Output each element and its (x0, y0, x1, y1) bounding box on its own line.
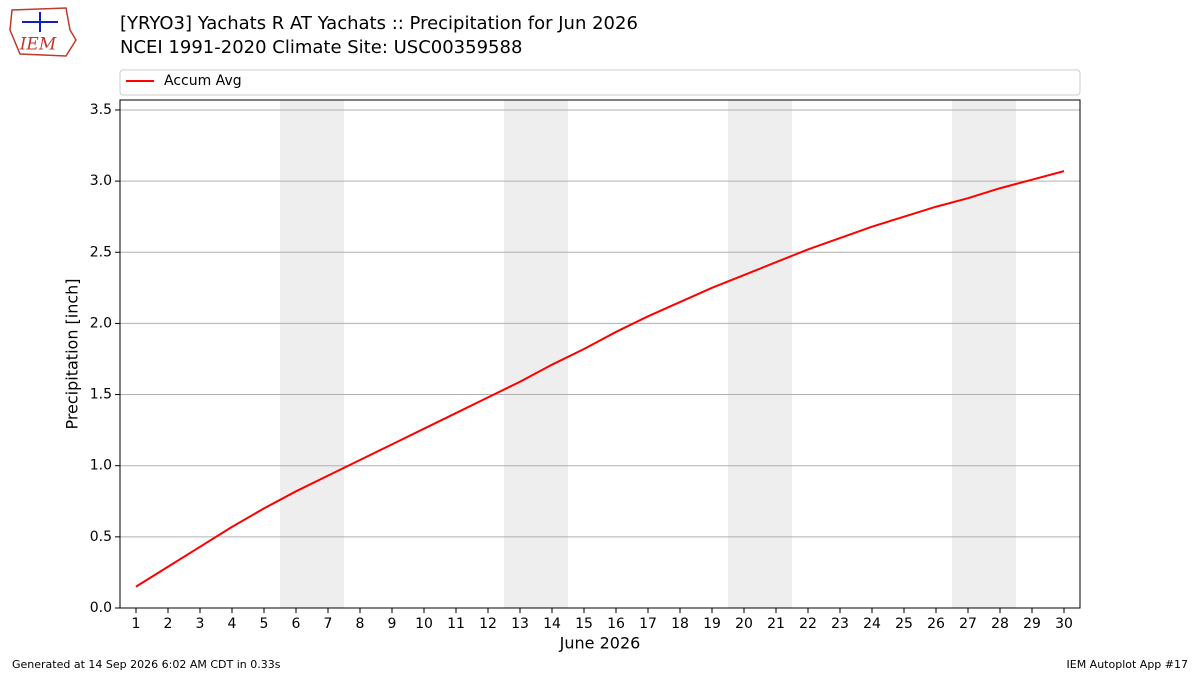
x-tick-label: 1 (132, 616, 141, 632)
x-tick-label: 7 (324, 616, 333, 632)
y-tick-label: 1.5 (90, 387, 112, 403)
x-tick-label: 10 (415, 616, 433, 632)
logo-text: IEM (19, 35, 57, 55)
y-tick-label: 0.5 (90, 529, 112, 545)
x-tick-label: 4 (228, 616, 237, 632)
logo: IEM (9, 7, 77, 57)
y-axis-label: Precipitation [inch] (63, 278, 82, 429)
x-axis-label: June 2026 (559, 634, 641, 653)
x-tick-label: 25 (895, 616, 913, 632)
x-tick-label: 13 (511, 616, 529, 632)
x-tick-label: 18 (671, 616, 689, 632)
series-line (135, 170, 1065, 588)
x-tick-label: 14 (543, 616, 561, 632)
x-tick-label: 6 (292, 616, 301, 632)
x-tick-label: 23 (831, 616, 849, 632)
x-tick-label: 29 (1023, 616, 1041, 632)
x-tick-label: 8 (356, 616, 365, 632)
y-tick-label: 3.5 (90, 102, 112, 118)
x-tick-label: 2 (164, 616, 173, 632)
footer-right: IEM Autoplot App #17 (1067, 658, 1189, 671)
x-tick-label: 22 (799, 616, 817, 632)
y-tick-label: 1.0 (90, 458, 112, 474)
x-tick-label: 21 (767, 616, 785, 632)
x-tick-label: 30 (1055, 616, 1073, 632)
legend-label: Accum Avg (164, 73, 242, 89)
x-tick-label: 24 (863, 616, 881, 632)
y-tick-label: 3.0 (90, 173, 112, 189)
x-tick-label: 12 (479, 616, 497, 632)
legend-box (119, 69, 1081, 96)
chart-subtitle: NCEI 1991-2020 Climate Site: USC00359588 (120, 37, 522, 58)
chart-title: [YRYO3] Yachats R AT Yachats :: Precipit… (120, 13, 638, 34)
weekend-shade (952, 100, 1016, 608)
x-tick-label: 11 (447, 616, 465, 632)
x-tick-label: 17 (639, 616, 657, 632)
x-tick-label: 19 (703, 616, 721, 632)
x-tick-label: 27 (959, 616, 977, 632)
weekend-shade (728, 100, 792, 608)
y-tick-label: 2.5 (90, 244, 112, 260)
weekend-shade (504, 100, 568, 608)
x-tick-label: 20 (735, 616, 753, 632)
x-tick-label: 16 (607, 616, 625, 632)
x-tick-label: 5 (260, 616, 269, 632)
x-tick-label: 3 (196, 616, 205, 632)
y-tick-label: 0.0 (90, 600, 112, 616)
plot-frame (119, 99, 1081, 609)
x-tick-label: 26 (927, 616, 945, 632)
footer-left: Generated at 14 Sep 2026 6:02 AM CDT in … (12, 658, 281, 671)
x-tick-label: 15 (575, 616, 593, 632)
x-tick-label: 9 (388, 616, 397, 632)
weekend-shade (280, 100, 344, 608)
x-tick-label: 28 (991, 616, 1009, 632)
y-tick-label: 2.0 (90, 315, 112, 331)
